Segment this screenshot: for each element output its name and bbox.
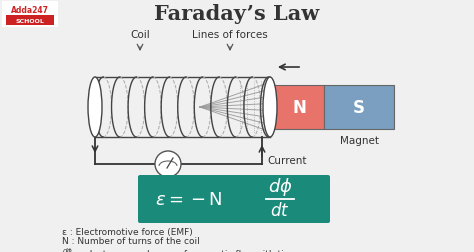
Text: $\frac{d\phi}{dt}$: $\frac{d\phi}{dt}$ — [62, 245, 73, 252]
Text: S: S — [353, 99, 365, 116]
Text: $\varepsilon = -\mathrm{N}$: $\varepsilon = -\mathrm{N}$ — [155, 190, 223, 208]
FancyBboxPatch shape — [138, 175, 330, 223]
Text: Faraday’s Law: Faraday’s Law — [155, 4, 319, 24]
Text: ε : Electromotive force (EMF): ε : Electromotive force (EMF) — [62, 227, 193, 236]
Bar — [6, 16, 54, 26]
Text: Adda247: Adda247 — [11, 6, 49, 14]
Ellipse shape — [263, 78, 277, 137]
Text: N: N — [292, 99, 306, 116]
Bar — [2, 2, 58, 28]
Text: N : Number of turns of the coil: N : Number of turns of the coil — [62, 236, 200, 245]
Bar — [324, 86, 394, 130]
Text: Magnet: Magnet — [340, 136, 379, 145]
Ellipse shape — [88, 78, 102, 137]
Bar — [274, 86, 324, 130]
Text: Lines of forces: Lines of forces — [192, 30, 268, 40]
Text: Current: Current — [267, 155, 307, 165]
Text: SCHOOL: SCHOOL — [16, 18, 45, 23]
Text: Ammeter: Ammeter — [144, 183, 192, 193]
Text: : Instaneous change of magnetic flux with time: : Instaneous change of magnetic flux wit… — [84, 249, 298, 252]
Circle shape — [155, 151, 181, 177]
Text: $dt$: $dt$ — [270, 201, 290, 219]
Text: $d\phi$: $d\phi$ — [268, 175, 292, 197]
Text: Coil: Coil — [130, 30, 150, 40]
